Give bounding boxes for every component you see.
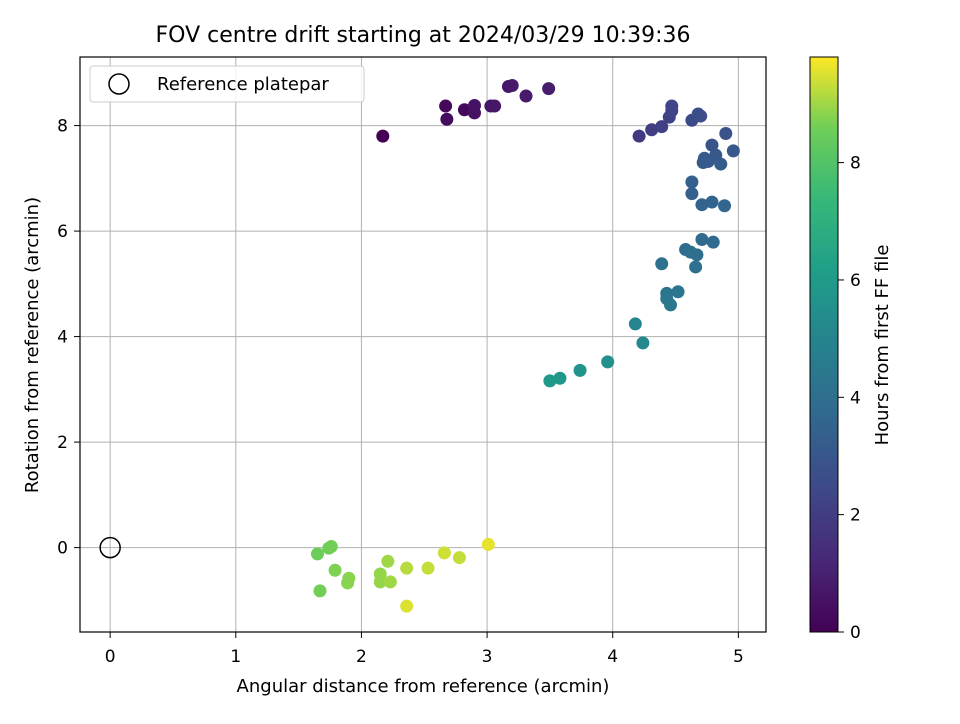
data-point	[690, 248, 704, 262]
data-point	[322, 541, 336, 555]
data-point	[542, 82, 556, 96]
data-point	[714, 157, 728, 171]
data-point	[457, 103, 471, 117]
colorbar-ticks: 0 2 4 6 8	[838, 154, 861, 643]
grid-lines	[80, 57, 766, 632]
data-point	[685, 175, 699, 189]
colorbar-tick-label: 8	[850, 154, 861, 174]
data-point	[701, 154, 715, 168]
data-point	[452, 551, 466, 565]
data-point	[689, 260, 703, 274]
data-point	[468, 106, 482, 120]
legend-label: Reference platepar	[157, 74, 329, 95]
data-point	[685, 187, 699, 201]
y-tick-label: 6	[57, 222, 68, 242]
data-point	[671, 285, 685, 299]
x-axis-ticks: 0 1 2 3 4 5	[105, 632, 744, 667]
reference-marker	[99, 536, 121, 559]
x-tick-label: 5	[733, 647, 744, 667]
data-point	[400, 561, 414, 575]
data-point	[381, 554, 395, 568]
colorbar-tick-label: 0	[850, 623, 861, 643]
data-point	[664, 298, 678, 312]
data-point	[373, 575, 387, 589]
data-point	[505, 78, 519, 92]
data-point	[400, 599, 414, 613]
data-point	[719, 126, 733, 140]
colorbar-tick-label: 4	[850, 388, 861, 408]
data-point	[519, 89, 533, 103]
y-tick-label: 8	[57, 117, 68, 137]
data-point	[328, 563, 342, 577]
data-point	[632, 129, 646, 143]
legend: Reference platepar	[89, 65, 365, 103]
data-point	[718, 199, 732, 213]
x-tick-label: 1	[230, 647, 241, 667]
data-point	[310, 547, 324, 561]
data-point	[726, 144, 740, 158]
y-axis-ticks: 0 2 4 6 8	[57, 117, 80, 559]
data-point	[706, 235, 720, 249]
data-point	[313, 584, 327, 598]
x-axis-label: Angular distance from reference (arcmin)	[237, 676, 610, 697]
colorbar-gradient	[809, 56, 839, 633]
data-point	[655, 257, 669, 271]
data-point	[705, 138, 719, 152]
data-point	[636, 336, 650, 350]
y-tick-label: 0	[57, 539, 68, 559]
data-point	[421, 561, 435, 575]
data-point	[655, 120, 669, 134]
x-tick-label: 4	[607, 647, 618, 667]
data-point	[705, 195, 719, 209]
plot-frame	[79, 56, 767, 633]
y-tick-label: 4	[57, 328, 68, 348]
data-point	[481, 537, 495, 551]
colorbar-tick-label: 6	[850, 271, 861, 291]
data-point	[665, 104, 679, 118]
y-tick-label: 2	[57, 433, 68, 453]
data-point	[439, 99, 453, 113]
data-point	[341, 576, 355, 590]
data-point	[437, 546, 451, 560]
y-axis-label: Rotation from reference (arcmin)	[22, 197, 43, 493]
data-point	[383, 575, 397, 589]
data-point	[543, 374, 557, 388]
chart-title: FOV centre drift starting at 2024/03/29 …	[156, 23, 691, 48]
data-point	[573, 363, 587, 377]
x-tick-label: 3	[482, 647, 493, 667]
legend-box	[89, 65, 365, 103]
data-point	[628, 317, 642, 331]
data-point	[440, 112, 454, 126]
data-points	[310, 78, 740, 613]
data-point	[694, 109, 708, 123]
data-point	[553, 371, 567, 385]
data-point	[695, 233, 709, 247]
colorbar-tick-label: 2	[850, 506, 861, 526]
data-point	[695, 198, 709, 212]
data-point	[601, 355, 615, 369]
data-point	[488, 99, 502, 113]
x-tick-label: 2	[356, 647, 367, 667]
colorbar-label: Hours from first FF file	[872, 245, 893, 446]
legend-marker-open-circle	[108, 73, 130, 95]
data-point	[376, 129, 390, 143]
data-point	[645, 123, 659, 137]
reference-platepar-marker	[99, 536, 121, 559]
colorbar: 0 2 4 6 8 Hours from first FF file	[809, 56, 893, 643]
x-tick-label: 0	[105, 647, 116, 667]
